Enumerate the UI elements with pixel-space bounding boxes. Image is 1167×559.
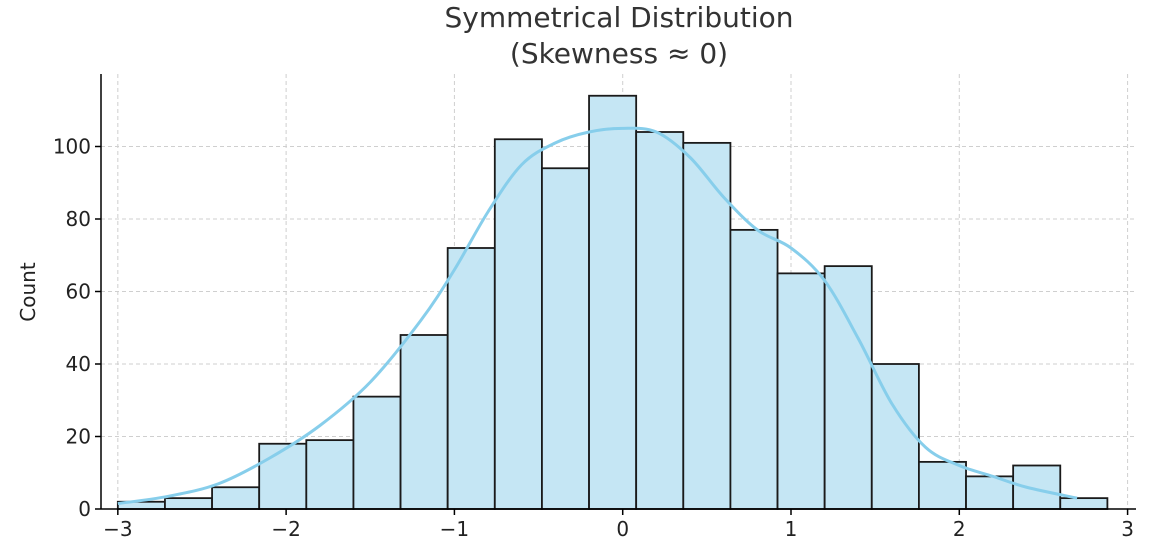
- x-tick-label-1: −2: [271, 517, 300, 541]
- x-ticks: −3 −2 −1 0 1 2 3: [103, 509, 1134, 541]
- y-tick-label-0: 0: [78, 497, 91, 521]
- histogram-bar-17: [918, 460, 967, 510]
- chart-title-line2: (Skewness ≈ 0): [510, 37, 728, 70]
- chart-title-line1: Symmetrical Distribution: [445, 1, 794, 34]
- x-tick-label-3: 0: [616, 517, 629, 541]
- histogram-bar-9: [541, 167, 590, 510]
- y-axis-label: Count: [16, 262, 40, 322]
- x-tick-label-6: 3: [1121, 517, 1134, 541]
- x-tick-label-5: 2: [953, 517, 966, 541]
- y-tick-label-4: 80: [66, 207, 91, 231]
- y-tick-label-1: 20: [66, 425, 91, 449]
- histogram-bar-11: [635, 131, 685, 510]
- histogram-bar-16: [870, 363, 920, 510]
- x-tick-label-2: −1: [440, 517, 469, 541]
- histogram-bar-6: [399, 334, 449, 510]
- histogram-bar-4: [305, 439, 355, 510]
- histogram-bar-10: [588, 94, 638, 510]
- x-tick-label-0: −3: [103, 517, 132, 541]
- y-tick-label-2: 40: [66, 352, 91, 376]
- histogram-bar-2: [211, 486, 261, 510]
- histogram-bar-8: [493, 138, 543, 510]
- histogram-bar-7: [446, 247, 496, 510]
- kde-curve: [117, 126, 1078, 506]
- histogram-bar-1: [164, 497, 213, 510]
- x-tick-label-4: 1: [785, 517, 798, 541]
- bars: [116, 94, 1109, 510]
- histogram-bar-3: [258, 442, 308, 510]
- histogram-bar-15: [823, 265, 873, 510]
- y-tick-label-5: 100: [53, 135, 91, 159]
- histogram-bar-19: [1012, 464, 1062, 510]
- histogram-bar-20: [1059, 497, 1109, 510]
- histogram-bar-5: [352, 395, 402, 510]
- histogram-bar-13: [729, 228, 779, 510]
- y-ticks: 0 20 40 60 80 100: [53, 135, 101, 521]
- histogram-bar-14: [776, 272, 826, 510]
- y-tick-label-3: 60: [66, 280, 91, 304]
